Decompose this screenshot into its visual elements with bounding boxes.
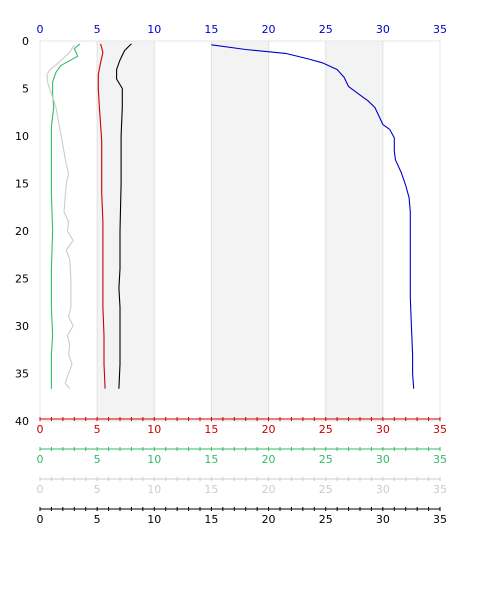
axis-tick-label: 5 [94, 423, 101, 436]
plot-frame [39, 40, 441, 422]
axis-tick-label: 30 [376, 423, 390, 436]
axis-tick-label: 35 [433, 423, 447, 436]
axis-tick-label: 0 [37, 483, 44, 496]
axis-tick-label: 30 [376, 483, 390, 496]
top-tick-label: 25 [319, 23, 333, 36]
top-tick-label: 15 [204, 23, 218, 36]
background-bands [96, 40, 384, 422]
grid-band [325, 40, 384, 422]
y-tick-label: 25 [15, 273, 29, 286]
axis-tick-label: 25 [319, 513, 333, 526]
top-tick-label: 0 [37, 23, 44, 36]
y-tick-label: 15 [15, 178, 29, 191]
top-tick-label: 5 [94, 23, 101, 36]
axis-tick-label: 35 [433, 513, 447, 526]
axis-tick-label: 20 [262, 453, 276, 466]
y-tick-label: 10 [15, 130, 29, 143]
axis-tick-label: 20 [262, 483, 276, 496]
y-tick-label: 40 [15, 415, 29, 428]
y-tick-label: 20 [15, 225, 29, 238]
y-tick-label: 5 [22, 83, 29, 96]
axis-tick-label: 25 [319, 483, 333, 496]
axis-tick-label: 0 [37, 423, 44, 436]
axis-tick-label: 15 [204, 453, 218, 466]
axis-tick-label: 0 [37, 513, 44, 526]
axis-tick-label: 25 [319, 453, 333, 466]
y-tick-label: 35 [15, 368, 29, 381]
axis-tick-label: 10 [147, 513, 161, 526]
top-tick-label: 35 [433, 23, 447, 36]
x-axis-top: 0 5 10 15 20 25 30 35 [37, 23, 448, 36]
x-axes-bottom: 0 5 10 15 20 25 30 35 0 5 10 15 20 25 30 35 0 5 10 15 20 25 30… [37, 417, 447, 526]
axis-tick-label: 35 [433, 483, 447, 496]
series-line-3 [116, 43, 132, 389]
axis-tick-label: 15 [204, 483, 218, 496]
bottom-axis-4: 0 5 10 15 20 25 30 35 [37, 507, 447, 526]
axis-tick-label: 20 [262, 423, 276, 436]
series-line-1 [211, 44, 415, 389]
bottom-axis-2: 0 5 10 15 20 25 30 35 [37, 447, 447, 466]
y-tick-label: 30 [15, 320, 29, 333]
axis-tick-label: 15 [204, 423, 218, 436]
axis-tick-label: 5 [94, 513, 101, 526]
axis-tick-label: 25 [319, 423, 333, 436]
top-tick-label: 10 [147, 23, 161, 36]
axis-tick-label: 10 [147, 423, 161, 436]
y-axis-left: 0 5 10 15 20 25 30 35 40 [15, 35, 29, 428]
axis-tick-label: 35 [433, 453, 447, 466]
series-line-2 [97, 43, 106, 389]
axis-tick-label: 15 [204, 513, 218, 526]
axis-tick-label: 0 [37, 453, 44, 466]
y-tick-label: 0 [22, 35, 29, 48]
grid-band [210, 40, 270, 422]
bottom-axis-3: 0 5 10 15 20 25 30 35 [37, 477, 447, 496]
axis-tick-label: 5 [94, 453, 101, 466]
axis-tick-label: 10 [147, 483, 161, 496]
grid-band [96, 40, 155, 422]
axis-tick-label: 10 [147, 453, 161, 466]
axis-tick-label: 20 [262, 513, 276, 526]
bottom-axis-1: 0 5 10 15 20 25 30 35 [37, 417, 447, 436]
axis-tick-label: 30 [376, 513, 390, 526]
top-tick-label: 20 [262, 23, 276, 36]
series-layer [46, 43, 415, 390]
top-tick-label: 30 [376, 23, 390, 36]
axis-tick-label: 30 [376, 453, 390, 466]
axis-tick-label: 5 [94, 483, 101, 496]
series-line-4 [50, 43, 81, 389]
series-line-5 [46, 44, 75, 390]
